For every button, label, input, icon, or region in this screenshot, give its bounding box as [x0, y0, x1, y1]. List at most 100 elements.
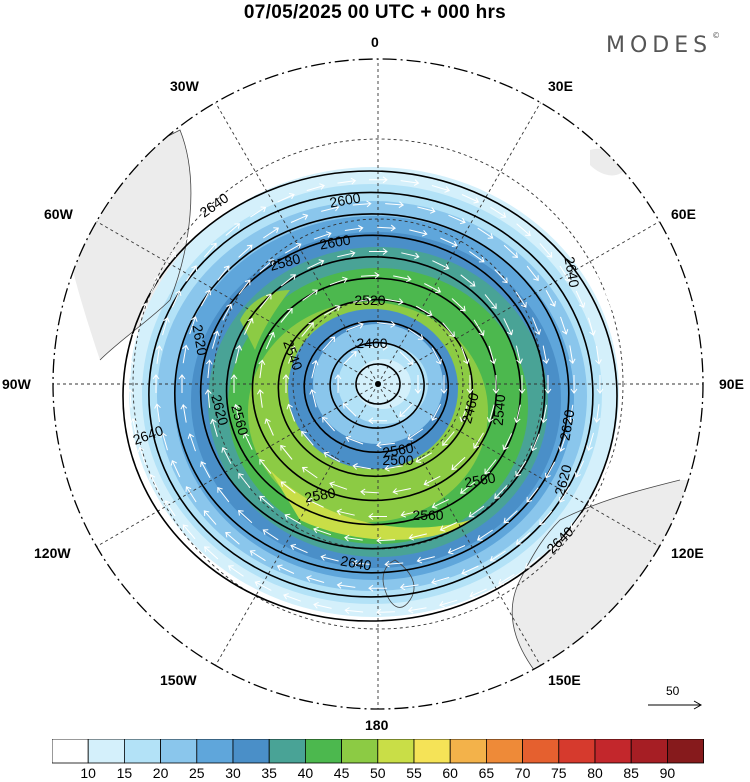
- wind-vector: [228, 565, 244, 577]
- contour-label: 2640: [561, 255, 582, 289]
- wind-vector: [440, 375, 448, 394]
- wind-vector: [539, 243, 553, 258]
- meridian-240: [96, 383, 379, 547]
- colorbar-tick-label: 80: [587, 765, 603, 781]
- wind-vector: [225, 531, 240, 545]
- wind-vector: [416, 556, 435, 564]
- wind-vector: [346, 322, 364, 331]
- colorbar-tick-label: 35: [261, 765, 277, 781]
- colorbar-swatch: [124, 739, 162, 764]
- modes-logo: MODES©: [606, 31, 720, 58]
- jet-patch-50: [240, 290, 290, 350]
- wind-vector: [560, 316, 569, 335]
- colorbar-swatch: [377, 739, 415, 764]
- contour-label: 2640: [339, 552, 373, 573]
- wind-vector: [256, 389, 264, 408]
- wind-vector: [277, 192, 295, 203]
- wind-vector: [604, 289, 613, 308]
- wind-vector: [139, 302, 148, 321]
- parallel-0: [292, 298, 464, 470]
- wind-vector: [399, 351, 414, 365]
- contour-label: 2560: [381, 439, 415, 460]
- wind-vector: [225, 223, 241, 236]
- colorbar: [52, 739, 704, 764]
- wind-vector: [249, 550, 266, 562]
- lon-label-30w: 30W: [170, 78, 199, 94]
- wind-vector: [178, 374, 186, 393]
- wind-vector: [503, 510, 518, 524]
- wind-vector: [342, 403, 357, 417]
- contour-label: 2620: [551, 463, 575, 497]
- contour-2640: [122, 170, 618, 622]
- wind-vector: [486, 404, 495, 423]
- wind-vector: [392, 488, 411, 495]
- wind-vector: [473, 319, 485, 337]
- wind-vector: [286, 403, 296, 422]
- wind-vector: [132, 330, 139, 350]
- wind-vector: [460, 346, 470, 365]
- svg-text:2600: 2600: [328, 189, 362, 210]
- wind-vector: [254, 580, 272, 591]
- contour-label: 2600: [318, 231, 352, 252]
- wind-vector: [532, 317, 541, 335]
- wind-vector: [489, 550, 506, 562]
- wind-vector: [337, 250, 356, 258]
- wind-vector: [130, 417, 137, 437]
- wind-vector: [344, 534, 363, 542]
- wind-vector: [451, 298, 466, 312]
- colorbar-swatch: [341, 739, 379, 764]
- wind-vector: [217, 265, 230, 281]
- wind-vector: [494, 485, 508, 499]
- wind-vector: [613, 433, 621, 452]
- lon-label-60w: 60W: [44, 206, 73, 222]
- contour-label: 2580: [303, 484, 337, 505]
- wind-vector: [588, 317, 596, 336]
- wind-vector: [217, 487, 230, 503]
- wind-vector: [469, 250, 485, 263]
- wind-vector: [360, 488, 379, 496]
- wind-vector: [376, 320, 396, 328]
- wind-vector: [164, 251, 176, 268]
- wind-vector: [570, 375, 578, 394]
- wind-vector: [306, 183, 325, 192]
- colorbar-swatch: [304, 739, 342, 764]
- wind-vector: [368, 513, 387, 520]
- wind-vector: [259, 259, 275, 273]
- lon-label-60e: 60E: [671, 206, 696, 222]
- contour-2480: [329, 341, 425, 429]
- wind-vector: [384, 560, 404, 568]
- wind-vector: [515, 460, 527, 477]
- wind-vector: [283, 593, 301, 602]
- colorbar-swatch: [630, 739, 668, 764]
- wind-vector: [399, 403, 413, 417]
- wind-vector: [238, 472, 251, 489]
- wind-vector: [503, 244, 519, 258]
- wind-vector: [344, 607, 364, 614]
- colorbar-tick-label: 25: [189, 765, 205, 781]
- wind-vector: [461, 194, 480, 204]
- colorbar-tick-label: 20: [152, 765, 169, 781]
- wind-vector: [250, 206, 267, 218]
- wind-vector: [385, 298, 404, 305]
- colorbar-swatch: [522, 739, 560, 764]
- wind-vector: [313, 601, 332, 609]
- lon-label-120w: 120W: [34, 545, 71, 561]
- wind-vector: [602, 461, 612, 479]
- wind-vector: [439, 162, 458, 171]
- wind-vector: [152, 374, 160, 393]
- meridian-60: [377, 221, 660, 385]
- wind-vector: [440, 237, 458, 247]
- wind-vector: [343, 351, 357, 365]
- wind-vector: [150, 276, 160, 294]
- wind-vector: [228, 191, 245, 203]
- wind-vector: [439, 522, 458, 532]
- svg-text:2520: 2520: [354, 292, 385, 308]
- svg-text:2580: 2580: [303, 484, 337, 505]
- wind-vector: [313, 157, 333, 165]
- wind-vector: [155, 345, 163, 364]
- wind-vector: [263, 227, 279, 239]
- wind-vector: [376, 152, 396, 160]
- wind-vector: [276, 564, 295, 574]
- wind-vector: [301, 322, 314, 337]
- colorbar-tick-label: 60: [442, 765, 458, 781]
